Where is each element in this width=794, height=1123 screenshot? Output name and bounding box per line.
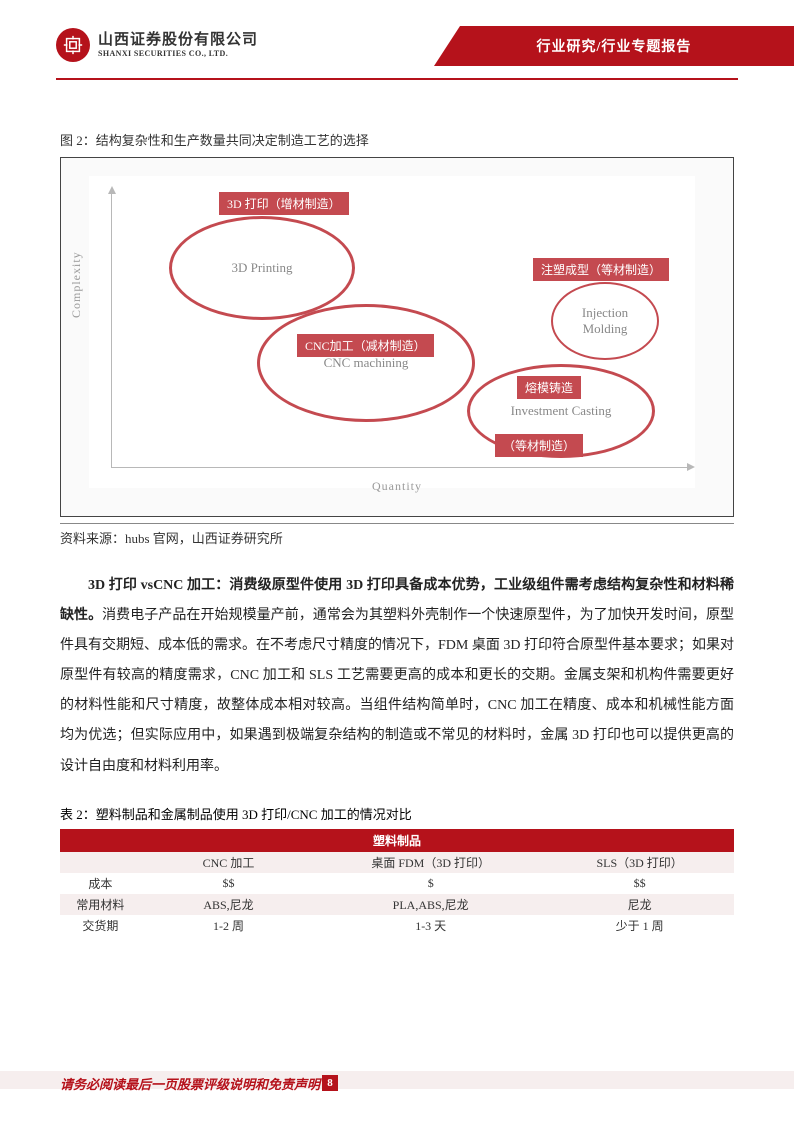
ellipse-injection-label: Injection Molding (582, 305, 628, 337)
table-body: 成本$$$$$常用材料ABS,尼龙PLA,ABS,尼龙尼龙交货期1-2 周1-3… (60, 873, 734, 936)
table-row-label: 交货期 (60, 915, 141, 936)
ellipse-injection: Injection Molding (551, 282, 659, 360)
report-header: 山西证券股份有限公司 SHANXI SECURITIES CO., LTD. 行… (0, 0, 794, 76)
header-rule (56, 78, 738, 80)
figure-source: 资料来源：hubs 官网，山西证券研究所 (60, 523, 734, 547)
pill-3d-printing: 3D 打印（增材制造） (219, 192, 349, 215)
figure-caption: 图 2：结构复杂性和生产数量共同决定制造工艺的选择 (60, 130, 734, 149)
table-cell: 1-2 周 (141, 915, 316, 936)
pill-injection: 注塑成型（等材制造） (533, 258, 669, 281)
company-logo: 山西证券股份有限公司 SHANXI SECURITIES CO., LTD. (56, 28, 258, 62)
x-axis-arrow-icon (687, 463, 695, 471)
para-body: 消费电子产品在开始规模量产前，通常会为其塑料外壳制作一个快速原型件，为了加快开发… (60, 608, 734, 773)
body-paragraph: 3D 打印 vsCNC 加工：消费级原型件使用 3D 打印具备成本优势，工业级组… (60, 571, 734, 782)
table-cell: 尼龙 (545, 894, 734, 915)
header-ribbon-text: 行业研究/行业专题报告 (537, 36, 692, 56)
pill-casting-bottom: （等材制造） (495, 434, 583, 457)
logo-icon (56, 28, 90, 62)
page-footer: 请务必阅读最后一页股票评级说明和免责声明 8 (0, 1067, 794, 1099)
x-axis (111, 467, 689, 468)
ellipse-cnc: CNC machining (257, 304, 475, 422)
table-column-header (60, 852, 141, 873)
footer-disclaimer: 请务必阅读最后一页股票评级说明和免责声明 8 (60, 1074, 338, 1093)
table-column-header: CNC 加工 (141, 852, 316, 873)
table-column-header: 桌面 FDM（3D 打印） (316, 852, 545, 873)
table-row: 成本$$$$$ (60, 873, 734, 894)
figure-box: Complexity Quantity 3D 打印（增材制造） 3D Print… (60, 157, 734, 517)
table-row-label: 常用材料 (60, 894, 141, 915)
table-cell: $$ (141, 873, 316, 894)
table-row: 交货期1-2 周1-3 天少于 1 周 (60, 915, 734, 936)
table-row: 常用材料ABS,尼龙PLA,ABS,尼龙尼龙 (60, 894, 734, 915)
table-subheader-row: CNC 加工桌面 FDM（3D 打印）SLS（3D 打印） (60, 852, 734, 873)
ellipse-3d-printing: 3D Printing (169, 216, 355, 320)
y-axis-label: Complexity (69, 251, 84, 318)
company-name-en: SHANXI SECURITIES CO., LTD. (98, 49, 258, 58)
comparison-table: 塑料制品 CNC 加工桌面 FDM（3D 打印）SLS（3D 打印） 成本$$$… (60, 829, 734, 936)
table-cell: 1-3 天 (316, 915, 545, 936)
table-caption: 表 2：塑料制品和金属制品使用 3D 打印/CNC 加工的情况对比 (60, 804, 734, 823)
table-row-label: 成本 (60, 873, 141, 894)
table-cell: $ (316, 873, 545, 894)
table-section-header: 塑料制品 (60, 829, 734, 852)
company-name-cn: 山西证券股份有限公司 (98, 32, 258, 49)
y-axis (111, 192, 112, 468)
table-cell: $$ (545, 873, 734, 894)
table-cell: ABS,尼龙 (141, 894, 316, 915)
footer-text-content: 请务必阅读最后一页股票评级说明和免责声明 (60, 1074, 320, 1093)
table-cell: 少于 1 周 (545, 915, 734, 936)
footer-page-number: 8 (322, 1075, 338, 1091)
y-axis-arrow-icon (108, 186, 116, 194)
table-column-header: SLS（3D 打印） (545, 852, 734, 873)
x-axis-label: Quantity (61, 479, 733, 494)
page-content: 图 2：结构复杂性和生产数量共同决定制造工艺的选择 Complexity Qua… (0, 76, 794, 936)
header-ribbon: 行业研究/行业专题报告 (434, 26, 794, 66)
table-cell: PLA,ABS,尼龙 (316, 894, 545, 915)
